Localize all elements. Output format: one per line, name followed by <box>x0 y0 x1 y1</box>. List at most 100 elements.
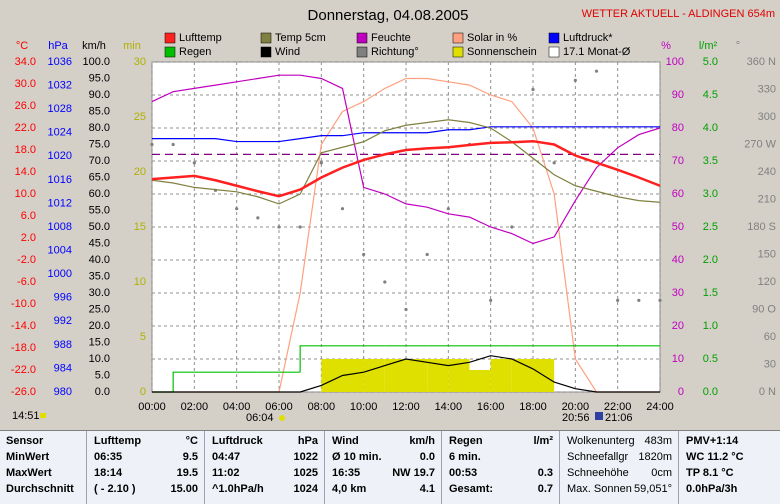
cell-value: l/m² <box>533 435 553 447</box>
y-tick-label: 25 <box>134 111 146 123</box>
cell-label: Sensor <box>6 435 44 447</box>
annotation: 20:56 <box>562 412 590 424</box>
legend-label: Sonnenschein <box>467 46 537 58</box>
y-tick-label: 60 <box>764 331 776 343</box>
table-cell: ^1.0hPa/h 1024 <box>212 482 318 497</box>
y-tick-label: 10 <box>672 353 684 365</box>
cell-label: 06:35 <box>94 451 123 463</box>
y-tick-label: 90 <box>672 89 684 101</box>
dot <box>362 252 366 257</box>
table-cell: Wind km/h <box>332 434 435 449</box>
table-cell: Sensor <box>6 434 80 449</box>
axis-unit: km/h <box>82 40 106 52</box>
y-tick-label: 0 <box>140 386 146 398</box>
x-tick-label: 22:00 <box>604 401 632 413</box>
y-tick-label: 22.0 <box>15 122 36 134</box>
dot <box>383 280 387 284</box>
dot <box>277 225 281 229</box>
dot <box>573 78 577 82</box>
y-tick-label: 3.5 <box>703 155 718 167</box>
y-tick-label: 0.0 <box>95 386 110 398</box>
table-cell: MaxWert <box>6 466 80 481</box>
legend-swatch <box>548 32 560 44</box>
table-cell: 00:53 0.3 <box>449 466 553 481</box>
y-tick-label: 30 <box>134 56 146 68</box>
legend-swatch <box>356 46 368 58</box>
legend-swatch <box>452 46 464 58</box>
cell-label: Wind <box>332 435 359 447</box>
bar <box>490 359 512 392</box>
cell-label: Luftdruck <box>212 435 263 447</box>
column-separator <box>441 431 442 504</box>
cell-value: 4.1 <box>419 483 435 495</box>
y-tick-label: 2.0 <box>21 232 36 244</box>
y-tick-label: 992 <box>54 315 72 327</box>
table-cell: Lufttemp °C <box>94 434 198 449</box>
table-cell: MinWert <box>6 450 80 465</box>
y-tick-label: 1008 <box>48 221 72 233</box>
cell-label: Lufttemp <box>94 435 142 447</box>
y-tick-label: 0 <box>678 386 684 398</box>
y-tick-label: 988 <box>54 339 72 351</box>
bar <box>384 359 406 392</box>
series-line <box>151 74 661 245</box>
step-segment <box>299 345 322 373</box>
y-tick-label: 1028 <box>48 103 72 115</box>
cell-value: 0.7 <box>537 483 553 495</box>
y-tick-label: 1032 <box>48 79 72 91</box>
column-separator <box>678 431 679 504</box>
table-cell: 6 min. <box>449 450 553 465</box>
dot <box>192 161 196 165</box>
x-tick-label: 14:00 <box>435 401 463 413</box>
y-tick-label: -6.0 <box>17 276 36 288</box>
y-tick-label: 4.0 <box>703 122 718 134</box>
y-tick-label: 1004 <box>48 244 72 256</box>
cell-value: 1022 <box>293 451 318 463</box>
y-tick-label: 2.5 <box>703 221 718 233</box>
table-cell: ( - 2.10 ) 15.00 <box>94 482 198 497</box>
y-tick-label: 180 S <box>747 221 776 233</box>
y-tick-label: 984 <box>54 362 72 374</box>
cell-value: 19.5 <box>176 467 198 479</box>
legend-swatch <box>260 32 272 44</box>
y-tick-label: 15 <box>134 221 146 233</box>
series-line <box>151 119 661 205</box>
legend-swatch <box>164 32 176 44</box>
y-tick-label: 100.0 <box>82 56 110 68</box>
table-cell: 4,0 km 4.1 <box>332 482 435 497</box>
legend-swatch <box>356 32 368 44</box>
y-tick-label: 95.0 <box>89 72 110 84</box>
table-cell: TP 8.1 °C <box>686 466 772 481</box>
series-line <box>152 355 660 393</box>
legend-swatch <box>452 32 464 44</box>
cell-label: Schneehöhe <box>567 467 629 479</box>
x-tick-label: 00:00 <box>138 401 166 413</box>
y-tick-label: 1036 <box>48 56 72 68</box>
dot <box>404 307 408 312</box>
axis-unit: % <box>661 40 671 52</box>
legend-label: Feuchte <box>371 32 411 44</box>
y-tick-label: 120 <box>758 276 776 288</box>
cell-label: Max. Sonnen <box>567 483 632 495</box>
y-tick-label: 18.0 <box>15 144 36 156</box>
legend-label: Wind <box>275 46 300 58</box>
dot <box>594 69 599 73</box>
cell-value: °C <box>185 435 198 447</box>
table-cell: 0.0hPa/3h <box>686 482 772 497</box>
cell-label: ^1.0hPa/h <box>212 483 264 495</box>
y-tick-label: 1020 <box>48 150 72 162</box>
bar <box>448 359 470 392</box>
dot <box>235 207 239 211</box>
cell-value: 1820m <box>638 451 672 463</box>
dot <box>425 252 429 257</box>
y-tick-label: 26.0 <box>15 100 36 112</box>
y-tick-label: 0 N <box>759 386 776 398</box>
cell-value: 1025 <box>293 467 318 479</box>
y-tick-label: 25.0 <box>89 303 110 315</box>
cell-label: Wolkenunterg <box>567 435 635 447</box>
y-tick-label: 996 <box>54 292 72 304</box>
y-tick-label: 1.5 <box>703 287 718 299</box>
cell-value: 0.3 <box>537 467 553 479</box>
y-tick-label: 2.0 <box>703 254 718 266</box>
axis-unit: hPa <box>48 40 68 52</box>
